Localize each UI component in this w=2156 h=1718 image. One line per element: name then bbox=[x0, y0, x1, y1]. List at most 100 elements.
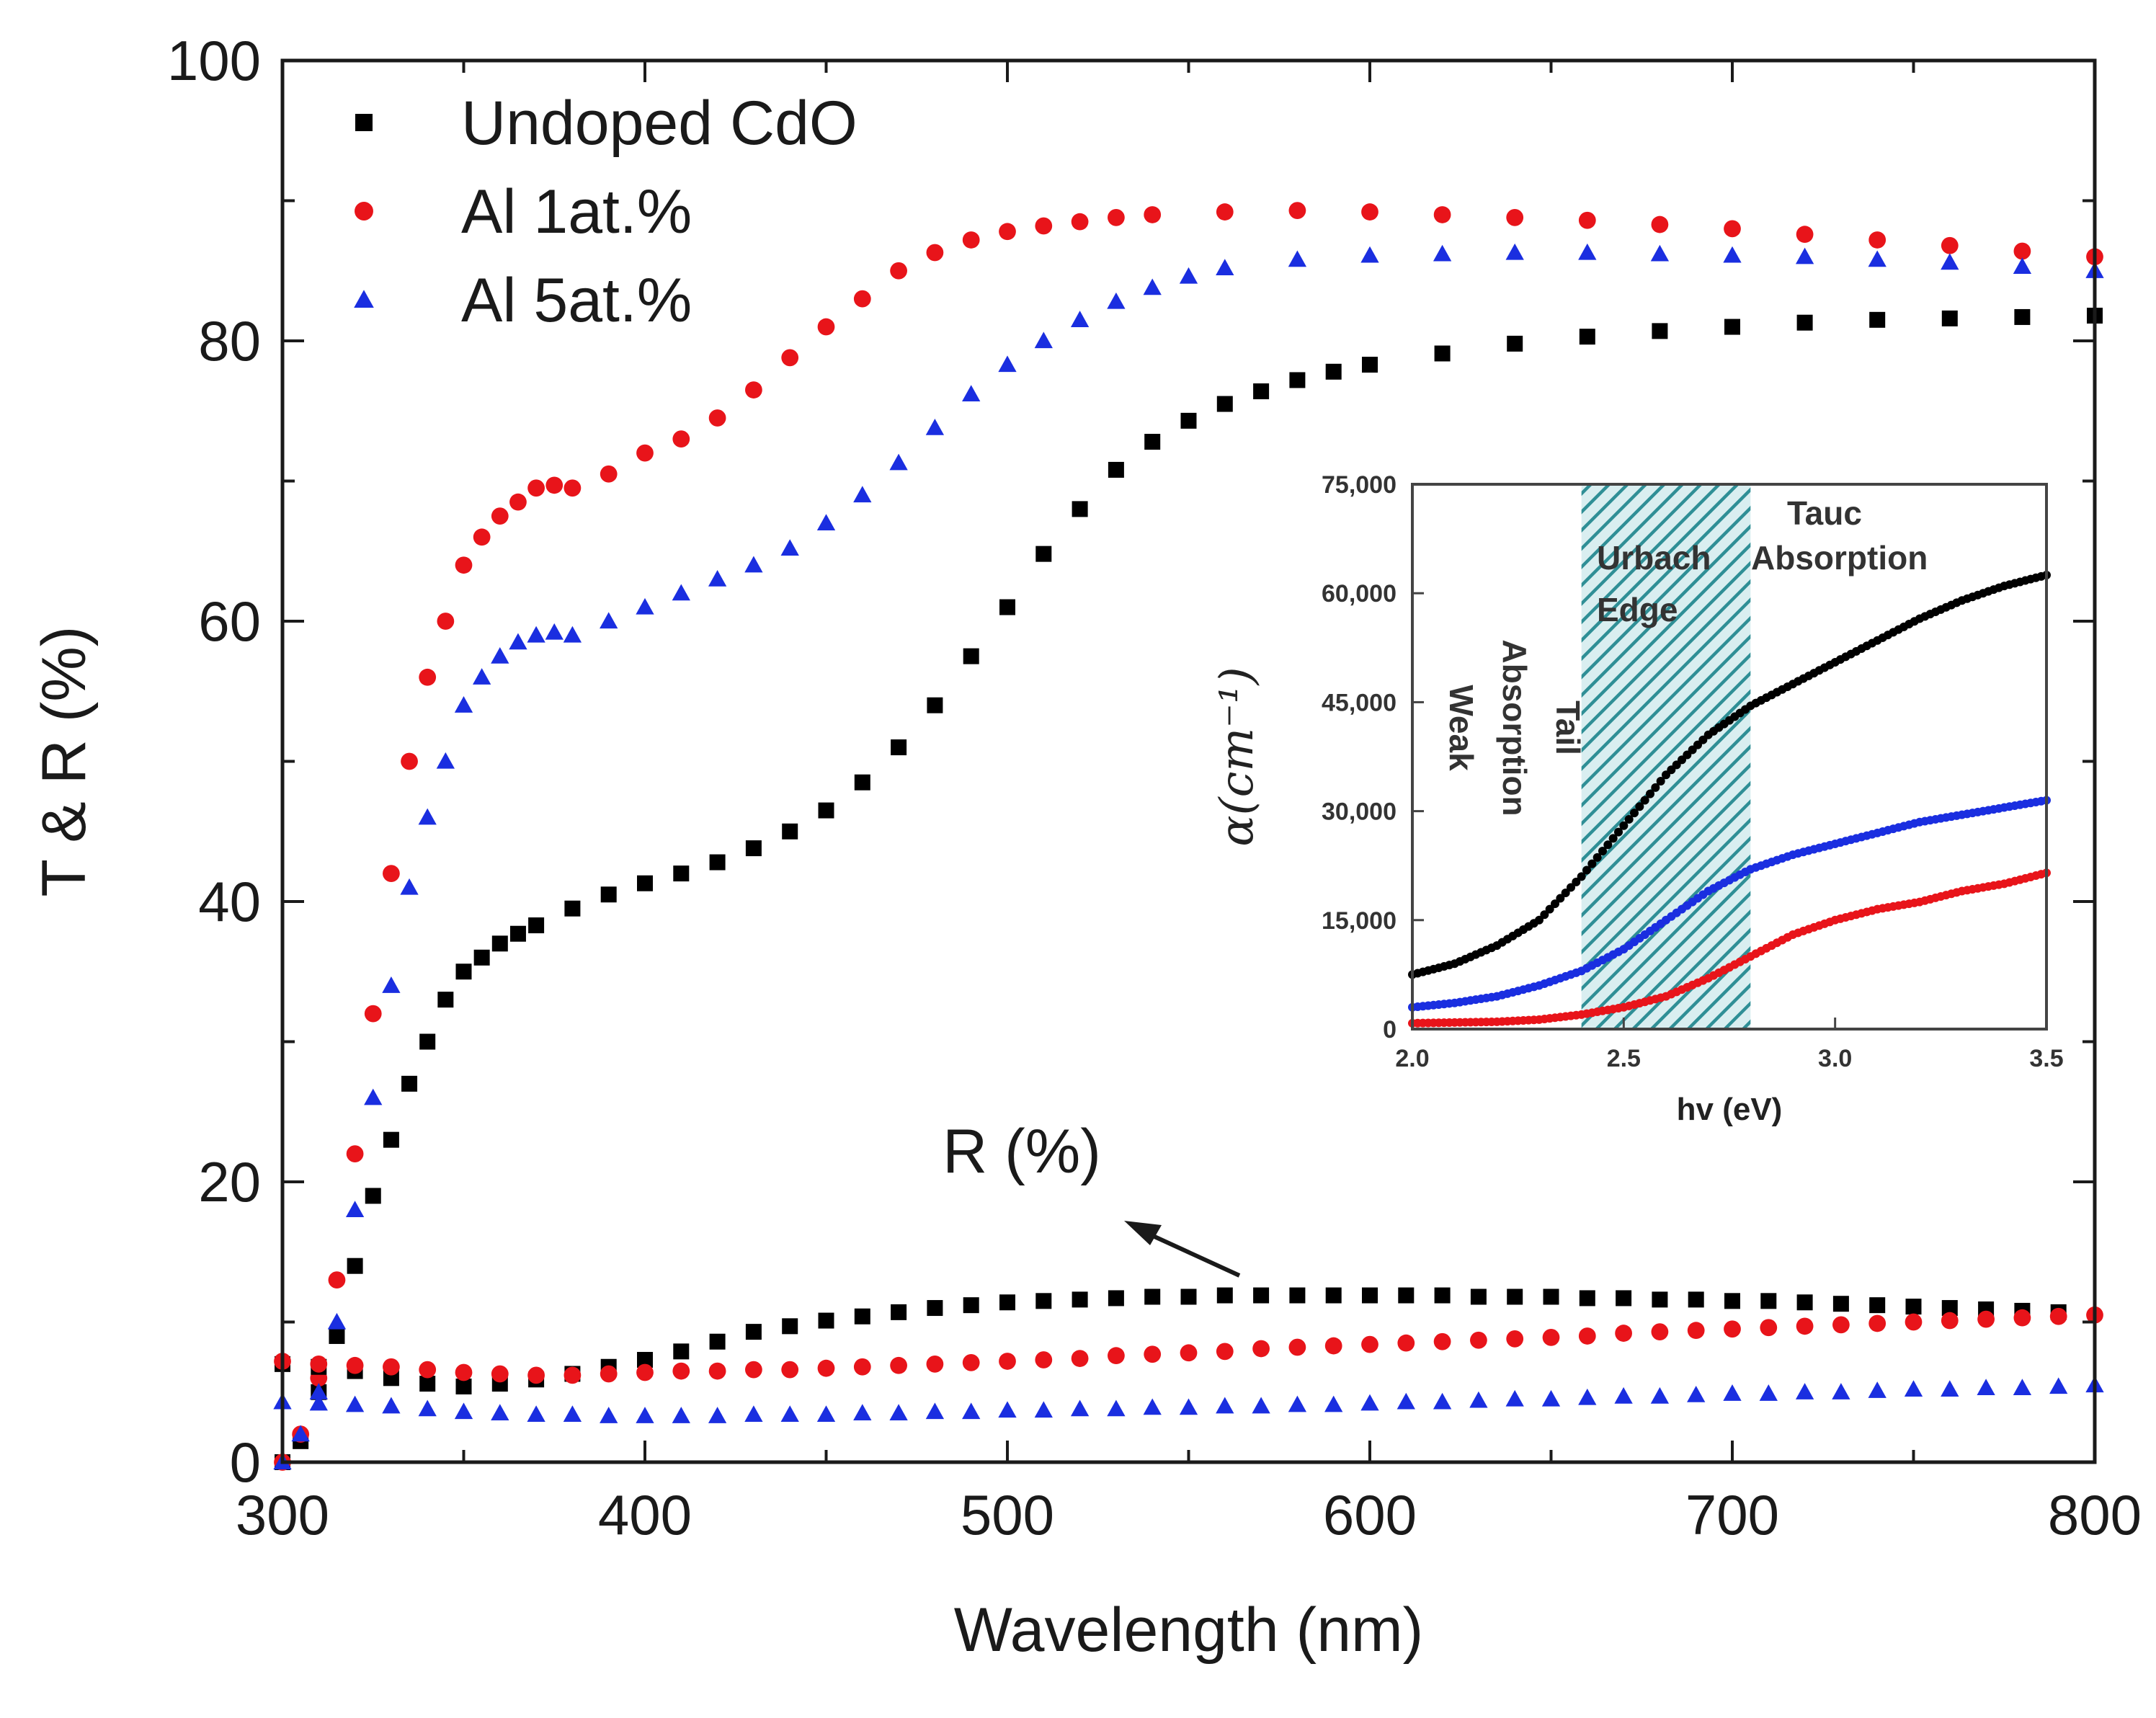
y-tick-label: 40 bbox=[198, 870, 261, 933]
point-undoped-cdo bbox=[491, 935, 508, 952]
point-undoped-cdo bbox=[600, 886, 617, 903]
point-al-1at-r bbox=[853, 1358, 871, 1376]
point-undoped-cdo bbox=[1362, 357, 1378, 373]
point-al-5at-r bbox=[1034, 1401, 1053, 1418]
point-al-5at bbox=[491, 646, 509, 664]
inset-y-tick-label: 60,000 bbox=[1322, 580, 1396, 607]
inset-point-undoped-cdo bbox=[1651, 783, 1660, 792]
point-al-1at bbox=[491, 507, 509, 525]
point-undoped-cdo-r bbox=[1796, 1294, 1813, 1311]
inset-y-tick-label: 15,000 bbox=[1322, 907, 1396, 935]
tauc-absorption-label: Tauc bbox=[1787, 494, 1862, 532]
point-al-5at bbox=[454, 696, 473, 713]
point-al-1at-r bbox=[491, 1365, 509, 1383]
main-plot: 300 400 500 600 700 800 0 20 40 60 80 100 Wavelengt… bbox=[30, 29, 2142, 1665]
point-undoped-cdo bbox=[818, 802, 834, 819]
point-undoped-cdo bbox=[419, 1033, 436, 1050]
point-al-1at bbox=[527, 479, 545, 497]
point-undoped-cdo bbox=[999, 599, 1015, 615]
point-al-5at-r bbox=[998, 1401, 1017, 1418]
point-undoped-cdo-r bbox=[455, 1378, 472, 1394]
point-al-1at bbox=[401, 752, 418, 770]
point-al-1at-r bbox=[817, 1359, 835, 1377]
point-undoped-cdo-r bbox=[1289, 1287, 1306, 1304]
point-al-1at-r bbox=[1542, 1329, 1560, 1346]
inset-point-undoped-cdo bbox=[1640, 796, 1649, 805]
point-al-5at bbox=[1941, 253, 1959, 270]
point-al-1at-r bbox=[999, 1353, 1016, 1370]
inset-point-undoped-cdo bbox=[1624, 814, 1634, 824]
point-al-1at bbox=[672, 430, 690, 448]
point-al-1at-r bbox=[745, 1361, 762, 1379]
point-al-1at-r bbox=[781, 1361, 799, 1379]
x-axis-title: Wavelength (nm) bbox=[954, 1595, 1424, 1665]
point-al-1at-r bbox=[383, 1358, 400, 1376]
x-tick-label: 700 bbox=[1685, 1483, 1779, 1546]
point-al-5at bbox=[1034, 331, 1053, 349]
point-undoped-cdo bbox=[745, 840, 762, 857]
point-undoped-cdo-r bbox=[1616, 1290, 1632, 1307]
point-undoped-cdo bbox=[637, 875, 653, 891]
point-al-5at-r bbox=[816, 1405, 836, 1422]
point-undoped-cdo-r bbox=[1035, 1293, 1052, 1309]
weak-absorption-tail-label: Tail bbox=[1549, 700, 1587, 755]
point-al-1at bbox=[383, 865, 400, 882]
point-al-5at-r bbox=[1070, 1399, 1090, 1417]
point-al-5at-r bbox=[1904, 1380, 1923, 1397]
point-undoped-cdo-r bbox=[1652, 1291, 1668, 1308]
point-al-1at-r bbox=[890, 1356, 907, 1374]
point-al-5at-r bbox=[491, 1404, 509, 1421]
point-al-1at bbox=[1035, 217, 1053, 235]
point-al-5at-r bbox=[1143, 1398, 1162, 1415]
x-tick-label: 500 bbox=[961, 1483, 1054, 1546]
point-al-1at bbox=[926, 244, 944, 262]
point-al-1at-r bbox=[2013, 1309, 2031, 1327]
point-al-1at-r bbox=[708, 1362, 726, 1380]
point-al-1at bbox=[545, 476, 564, 494]
inset-y-tick-label: 45,000 bbox=[1322, 689, 1396, 716]
point-al-5at bbox=[998, 355, 1017, 373]
point-al-5at bbox=[1578, 243, 1597, 260]
point-undoped-cdo bbox=[927, 697, 943, 713]
point-al-5at bbox=[672, 584, 690, 601]
point-undoped-cdo bbox=[437, 992, 454, 1008]
point-al-5at bbox=[1179, 267, 1198, 284]
point-undoped-cdo-r bbox=[1434, 1287, 1451, 1304]
point-al-1at bbox=[437, 613, 455, 630]
point-al-5at-r bbox=[925, 1402, 945, 1420]
y-axis-title: T & R (%) bbox=[30, 626, 99, 897]
point-undoped-cdo-r bbox=[1760, 1293, 1777, 1309]
point-undoped-cdo-r bbox=[1941, 1300, 1958, 1317]
point-al-1at bbox=[745, 381, 762, 399]
point-al-1at-r bbox=[600, 1365, 618, 1383]
x-tick-label: 800 bbox=[2048, 1483, 2142, 1546]
point-undoped-cdo-r bbox=[1180, 1288, 1197, 1305]
point-al-1at bbox=[1361, 203, 1378, 221]
x-tick-label: 300 bbox=[236, 1483, 329, 1546]
inset-point-undoped-cdo bbox=[1635, 802, 1644, 811]
point-al-5at bbox=[816, 514, 836, 530]
point-al-1at-r bbox=[455, 1363, 473, 1381]
inset-point-undoped-cdo bbox=[1608, 834, 1618, 843]
r-annotation-arrow-head bbox=[1124, 1221, 1162, 1245]
point-al-1at-r bbox=[636, 1363, 654, 1381]
point-undoped-cdo-r bbox=[1869, 1297, 1886, 1314]
point-al-5at-r bbox=[1252, 1397, 1270, 1414]
point-al-1at-r bbox=[1506, 1330, 1524, 1348]
point-al-1at-r bbox=[346, 1356, 364, 1374]
point-al-5at-r bbox=[1288, 1395, 1307, 1412]
inset-x-tick-label: 3.0 bbox=[1818, 1045, 1852, 1072]
point-undoped-cdo bbox=[455, 963, 472, 980]
point-undoped-cdo-r bbox=[1507, 1288, 1523, 1305]
point-al-1at-r bbox=[1687, 1322, 1705, 1340]
point-al-5at bbox=[1216, 259, 1234, 275]
point-undoped-cdo bbox=[383, 1131, 399, 1148]
point-undoped-cdo-r bbox=[818, 1312, 834, 1329]
point-undoped-cdo bbox=[1796, 314, 1813, 331]
point-al-1at bbox=[1288, 202, 1306, 219]
point-al-5at bbox=[527, 626, 545, 643]
point-al-1at bbox=[600, 465, 618, 483]
weak-absorption-tail-label: Weak bbox=[1443, 685, 1480, 771]
inset-point-undoped-cdo bbox=[1572, 877, 1581, 886]
point-al-5at bbox=[925, 418, 945, 435]
